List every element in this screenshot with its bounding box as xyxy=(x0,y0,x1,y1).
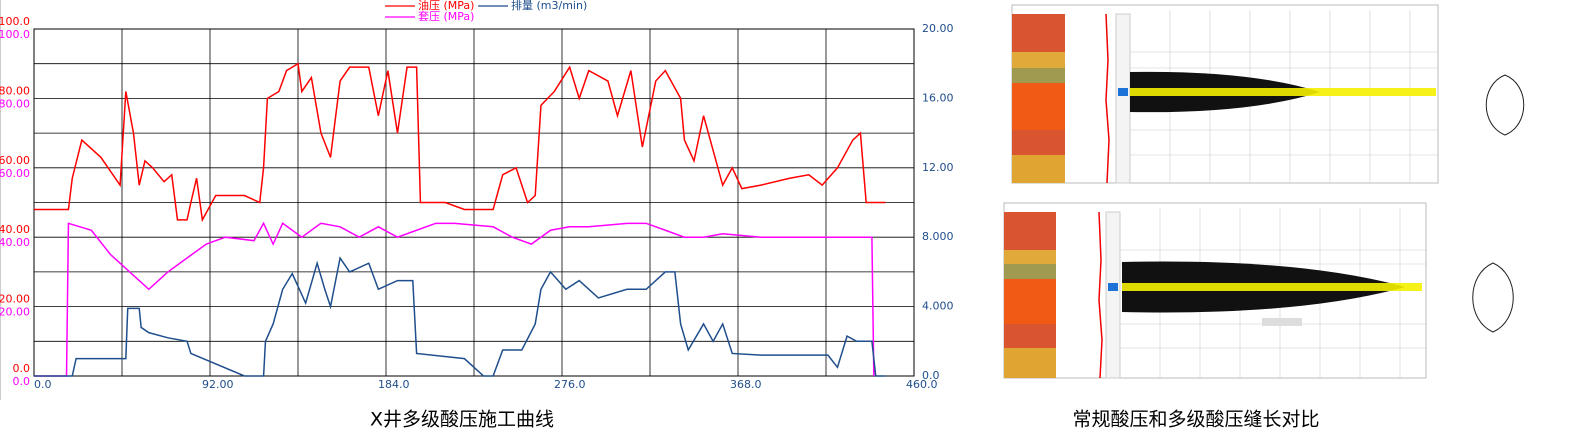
y-tick-label: 20.00 xyxy=(0,293,30,306)
legend-label: 排量 (m3/min) xyxy=(511,0,587,12)
x-tick-label: 184.0 xyxy=(378,378,410,391)
x-tick-label: 276.0 xyxy=(554,378,586,391)
y-tick-label: 100.0 xyxy=(0,15,30,28)
right-caption: 常规酸压和多级酸压缝长对比 xyxy=(1072,409,1319,431)
y2-tick-label: 8.000 xyxy=(922,230,954,243)
series-line xyxy=(34,62,886,223)
y3-tick-label: 80.00 xyxy=(0,97,30,110)
y2-tick-label: 0.0 xyxy=(922,369,940,382)
y3-tick-label: 40.00 xyxy=(0,236,30,249)
y2-tick-label: 4.000 xyxy=(922,300,954,313)
left-caption: X井多级酸压施工曲线 xyxy=(370,409,554,431)
x-tick-label: 460.0 xyxy=(906,378,938,391)
y-tick-label: 0.0 xyxy=(13,362,31,375)
y3-tick-label: 20.00 xyxy=(0,306,30,319)
y-tick-label: 40.00 xyxy=(0,223,30,236)
y2-tick-label: 16.00 xyxy=(922,91,954,104)
y3-tick-label: 100.0 xyxy=(0,28,30,41)
y-tick-label: 60.00 xyxy=(0,154,30,167)
series-line xyxy=(34,221,875,377)
sim-top xyxy=(1011,4,1525,184)
y3-tick-label: 0.0 xyxy=(13,375,31,388)
x-tick-label: 92.00 xyxy=(202,378,234,391)
y3-tick-label: 60.00 xyxy=(0,167,30,180)
sim-bottom xyxy=(1003,202,1514,379)
legend-label: 油压 (MPa) xyxy=(418,0,474,12)
x-tick-label: 0.0 xyxy=(34,378,52,391)
y-tick-label: 80.00 xyxy=(0,84,30,97)
legend-label: 套压 (MPa) xyxy=(418,10,474,23)
series-line xyxy=(34,256,886,377)
y2-tick-label: 20.00 xyxy=(922,22,954,35)
x-tick-label: 368.0 xyxy=(730,378,762,391)
y2-tick-label: 12.00 xyxy=(922,161,954,174)
